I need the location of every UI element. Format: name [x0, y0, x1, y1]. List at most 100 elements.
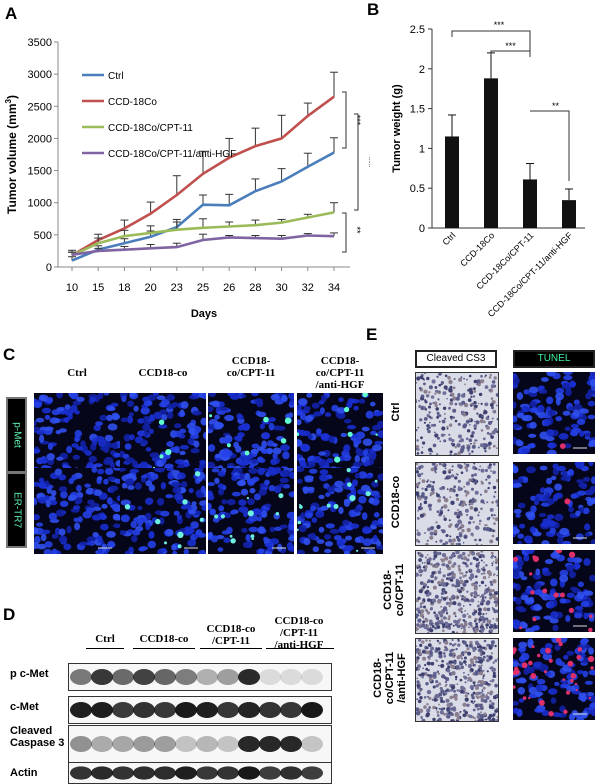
micrograph-tile [116, 464, 210, 558]
panel-label-d: D [3, 605, 16, 624]
x-tick-label: 28 [249, 282, 261, 294]
row-label-line: CCD18- [372, 658, 384, 698]
panel-c-immunofluorescence: Ctrl CCD18-co CCD18- co/CPT-11 CCD18- co/CPT-… [0, 355, 388, 590]
row-label-line: /anti-HGF [396, 653, 408, 703]
y-axis-title-text: Tumor volume (mm [5, 103, 19, 213]
significance-bracket [451, 30, 531, 57]
row-label: p-Met [11, 422, 22, 448]
series-line [71, 95, 335, 257]
header-tunel: TUNEL [513, 350, 595, 368]
y-tick-label: 0 [46, 262, 52, 274]
y-axis-title-sup: 3 [4, 98, 13, 103]
x-tick-label: 25 [197, 282, 209, 294]
series-line [71, 151, 335, 262]
y-axis-title: Tumor weight (g) [391, 84, 403, 173]
y-axis-title-close: ) [5, 95, 19, 99]
micrograph-tile [29, 466, 123, 557]
group-underline [133, 648, 195, 649]
group-underline [200, 648, 262, 649]
x-tick-label: 30 [275, 282, 287, 294]
col-header: CCD18- co/CPT-11/anti-HGF [297, 355, 383, 391]
bar [562, 200, 576, 228]
blot-row-label-line: p c-Met [10, 668, 49, 680]
group-header-line: /CPT-11 [279, 627, 319, 639]
group-header: CCD18-co [133, 633, 195, 645]
significance-label: *** [494, 20, 505, 30]
blot-strip [68, 762, 332, 784]
col-header: CCD18-co [120, 367, 206, 379]
tunel-tile [513, 462, 595, 544]
row-label-line: co/CPT-11 [384, 651, 396, 705]
significance-label: ** [352, 226, 362, 234]
blot-row-label: Cleaved Caspase 3 [10, 725, 64, 749]
significance-label: *** [364, 157, 370, 168]
y-tick-label: 1500 [28, 166, 52, 178]
significance-bracket [490, 50, 531, 57]
row-label: ER-TR7 [11, 491, 22, 529]
blot-row-label: c-Met [10, 701, 39, 713]
blot-row-label: Actin [10, 767, 38, 779]
significance-label: *** [505, 41, 516, 51]
row-label-line: CCD18- [382, 570, 394, 610]
significance-bracket [342, 91, 347, 149]
bar [445, 136, 459, 228]
header-cleaved-cs3: Cleaved CS3 [415, 350, 497, 368]
tunel-tile [513, 550, 595, 632]
significance-label: *** [352, 115, 362, 126]
col-header: Ctrl [34, 367, 120, 379]
blot-row-label-line: Caspase 3 [10, 737, 65, 749]
row-label-text: CCD18- co/CPT-11/anti-HGF [372, 652, 408, 705]
group-header-line: CCD18-co [139, 633, 189, 645]
x-tick-label: 34 [328, 282, 340, 294]
y-tick-label: 2.5 [410, 24, 425, 36]
legend-label: CCD-18Co/CPT-11/anti-HGF [108, 149, 236, 160]
tunel-tile [513, 638, 595, 720]
col-header-line: co/CPT-11 [226, 367, 276, 379]
group-header-line: CCD18-co [274, 615, 324, 627]
ihc-tile [415, 372, 499, 456]
series-line [71, 211, 335, 257]
x-tick-label: 20 [144, 282, 156, 294]
y-tick-label: 1 [419, 143, 425, 155]
panel-d-western-blot: Ctrl CCD18-co CCD18-co/CPT-11 CCD18-co/CPT-… [0, 615, 340, 784]
bar [523, 179, 537, 228]
blot-strip [68, 725, 332, 763]
bar [484, 78, 498, 229]
blot-row-label: p c-Met [10, 668, 49, 680]
row-label-text: CCD18- co/CPT-11 [382, 564, 406, 617]
x-axis-title: Days [191, 308, 217, 320]
series-3 [68, 232, 338, 257]
group-underline [266, 648, 334, 649]
group-header: CCD18-co/CPT-11 [200, 623, 262, 647]
col-header-line: CCD18-co [138, 367, 188, 379]
row-label-text: CCD18-co [390, 476, 402, 529]
panel-label-e: E [366, 325, 378, 344]
group-underline [86, 648, 124, 649]
micrograph-tile [204, 389, 297, 482]
group-header: Ctrl [86, 633, 124, 645]
x-tick-label: 18 [118, 282, 130, 294]
group-header: CCD18-co/CPT-11/anti-HGF [266, 615, 332, 651]
col-header-line: CCD18- [320, 355, 360, 367]
y-tick-label: 0 [419, 223, 425, 235]
row-label-line: Ctrl [390, 402, 402, 422]
panel-label-a: A [5, 4, 18, 23]
tunel-tile [513, 372, 595, 454]
row-label-line: CCD18-co [390, 475, 402, 529]
y-axis-title: Tumor volume (mm3) [4, 95, 19, 214]
panel-label-c: C [3, 345, 16, 364]
ihc-tile [415, 638, 499, 722]
group-header-line: /anti-HGF [274, 639, 324, 651]
blot-row-label-line: Actin [10, 767, 38, 779]
group-header-line: Ctrl [95, 633, 115, 645]
y-tick-label: 3500 [28, 37, 52, 49]
blot-strip [68, 696, 332, 724]
x-tick-label: 15 [92, 282, 104, 294]
y-tick-label: 2000 [28, 133, 52, 145]
col-header-line: co/CPT-11 [315, 367, 365, 379]
legend-label: Ctrl [108, 71, 124, 82]
series-1 [68, 71, 338, 257]
micrograph-tile [31, 390, 124, 481]
legend-label: CCD-18Co [108, 97, 157, 108]
tumor-volume-chart: 0 500 1000 1500 2000 2500 3000 3500 10 15 18 20 23 25… [4, 37, 370, 320]
